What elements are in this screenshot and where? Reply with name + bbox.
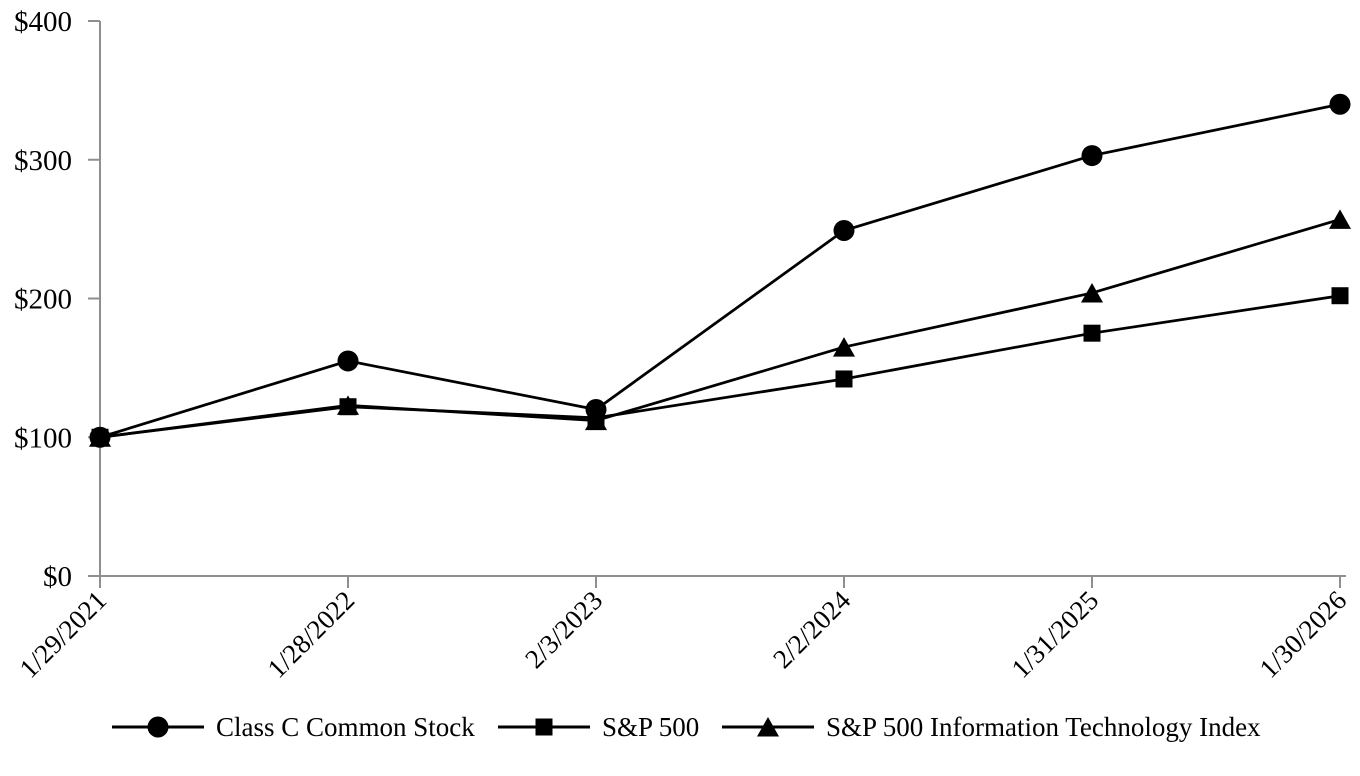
legend-item-triangle: S&P 500 Information Technology Index bbox=[722, 711, 1261, 743]
y-axis-tick-label: $100 bbox=[14, 422, 72, 454]
legend-item-square: S&P 500 bbox=[498, 711, 699, 743]
series-triangle bbox=[89, 209, 1351, 447]
square-marker-icon bbox=[339, 398, 357, 416]
legend-square-icon bbox=[498, 718, 590, 736]
y-axis-tick-label: $0 bbox=[43, 561, 72, 593]
series-line-triangle bbox=[99, 218, 1341, 439]
legend-triangle-icon bbox=[722, 717, 814, 737]
circle-marker-icon bbox=[337, 350, 359, 372]
triangle-marker-icon bbox=[1081, 282, 1103, 303]
circle-marker-icon bbox=[1329, 93, 1351, 115]
square-marker-icon bbox=[1331, 287, 1349, 305]
legend-label: S&P 500 bbox=[602, 712, 700, 742]
y-axis-tick-label: $200 bbox=[14, 284, 72, 316]
circle-marker-icon-legend bbox=[147, 716, 169, 738]
legend-label: Class C Common Stock bbox=[216, 712, 475, 742]
x-axis-tick-label: 1/30/2026 bbox=[1254, 585, 1353, 684]
x-axis-tick-label: 1/29/2021 bbox=[14, 585, 113, 684]
square-marker-icon bbox=[91, 428, 109, 446]
series-square bbox=[91, 287, 1349, 446]
square-marker-icon bbox=[835, 370, 853, 388]
square-marker-icon bbox=[587, 409, 605, 427]
triangle-marker-icon-legend bbox=[757, 717, 779, 737]
y-axis-tick-label: $300 bbox=[14, 145, 72, 177]
y-axis-tick-label: $400 bbox=[14, 6, 72, 38]
x-axis-tick-label: 1/28/2022 bbox=[262, 585, 361, 684]
x-axis-tick-label: 2/2/2024 bbox=[767, 585, 856, 674]
square-marker-icon bbox=[1083, 324, 1101, 342]
circle-marker-icon bbox=[1081, 145, 1103, 167]
legend: Class C Common Stock S&P 500 S&P 500 Infor… bbox=[0, 711, 1360, 743]
triangle-marker-icon bbox=[833, 337, 855, 357]
plot-area: $0 $100 $200 $300 $400 1/29/2021 1/28/2022 2/3/… bbox=[14, 6, 1353, 684]
square-marker-icon-legend bbox=[535, 718, 553, 736]
triangle-marker-icon bbox=[1329, 209, 1351, 229]
legend-label: S&P 500 Information Technology Index bbox=[826, 712, 1261, 742]
series-line-square bbox=[99, 294, 1341, 439]
legend-item-circle: Class C Common Stock bbox=[112, 711, 475, 743]
x-axis-tick-label: 2/3/2023 bbox=[519, 585, 608, 674]
circle-marker-icon bbox=[833, 220, 855, 242]
series-circle bbox=[89, 93, 1351, 448]
legend-circle-icon bbox=[112, 716, 204, 738]
x-axis-tick-label: 1/31/2025 bbox=[1006, 585, 1105, 684]
series-line-circle bbox=[99, 102, 1341, 439]
